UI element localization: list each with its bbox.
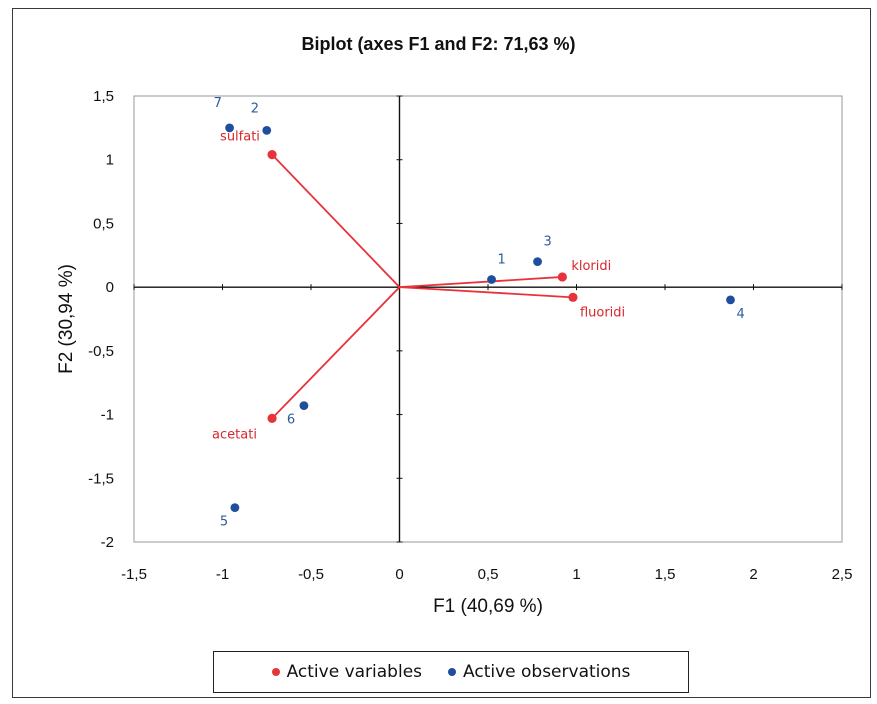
- y-tick-label: 0,5: [93, 215, 114, 232]
- observation-label-4: 4: [736, 307, 744, 322]
- observation-label-7: 7: [214, 96, 222, 111]
- x-axis-label: F1 (40,69 %): [433, 596, 543, 617]
- observation-label-6: 6: [287, 413, 295, 428]
- legend-label-variables: Active variables: [286, 662, 423, 682]
- variable-label-acetati: acetati: [212, 427, 257, 442]
- y-tick-label: 0: [106, 279, 114, 296]
- point-labels: sulfati kloridi fluoridi acetati 1 2 3 4 5 6 7: [212, 96, 745, 530]
- variable-label-fluoridi: fluoridi: [580, 305, 625, 320]
- zero-axes: [134, 96, 842, 542]
- variable-point-fluoridi: [568, 292, 578, 302]
- observation-point-1: [487, 275, 496, 284]
- x-tick-label: 0: [395, 566, 403, 583]
- y-tick-label: -1,5: [88, 470, 114, 487]
- legend-entry-variables: Active variables: [271, 662, 423, 682]
- vector-sulfati: [271, 153, 401, 288]
- observation-point-2: [262, 126, 272, 135]
- ticks-layer: -1,5 -1 -0,5 0 0,5 1 1,5 2 2,5 1,5 1 0,5 0 -0,5 -1 -1,5…: [88, 88, 852, 583]
- x-tick-label: 2: [749, 566, 757, 583]
- points-layer: [225, 123, 735, 512]
- legend-marker-variables: [271, 668, 280, 676]
- variable-point-acetati: [267, 413, 277, 423]
- chart-title: Biplot (axes F1 and F2: 71,63 %): [301, 34, 576, 54]
- observation-point-5: [230, 503, 240, 512]
- variable-label-kloridi: kloridi: [571, 259, 611, 274]
- observation-point-3: [533, 257, 542, 267]
- y-tick-label: 1,5: [93, 88, 114, 105]
- y-tick-label: -1: [101, 407, 114, 424]
- legend-entry-observations: Active observations: [448, 662, 630, 682]
- observation-label-1: 1: [498, 252, 506, 267]
- y-tick-label: -2: [101, 534, 114, 551]
- x-tick-label: 0,5: [478, 566, 499, 583]
- legend: Active variables Active observations: [213, 651, 689, 693]
- y-axis-label: F2 (30,94 %): [56, 264, 77, 374]
- x-tick-label: -1: [216, 566, 229, 583]
- observation-point-4: [726, 295, 735, 305]
- plot-area: [133, 95, 843, 543]
- x-tick-label: -0,5: [298, 566, 324, 583]
- variable-label-sulfati: sulfati: [220, 130, 260, 145]
- observation-point-6: [299, 401, 309, 411]
- y-tick-label: -0,5: [88, 343, 114, 360]
- vector-fluoridi: [399, 286, 574, 299]
- x-tick-label: 1,5: [655, 566, 676, 583]
- legend-marker-observations: [448, 668, 457, 676]
- x-tick-label: 2,5: [832, 566, 853, 583]
- observation-label-2: 2: [251, 101, 259, 116]
- variable-point-kloridi: [557, 272, 567, 282]
- observation-label-3: 3: [544, 235, 552, 250]
- variable-point-sulfati: [267, 150, 277, 160]
- x-tick-label: 1: [572, 566, 580, 583]
- vector-acetati: [271, 286, 401, 420]
- chart-frame: [12, 8, 871, 698]
- observation-label-5: 5: [220, 515, 228, 530]
- observation-point-7: [225, 123, 234, 133]
- vector-kloridi: [399, 276, 563, 289]
- legend-label-observations: Active observations: [463, 662, 631, 682]
- x-tick-label: -1,5: [121, 566, 147, 583]
- variable-vectors: [271, 153, 574, 420]
- y-tick-label: 1: [106, 152, 114, 169]
